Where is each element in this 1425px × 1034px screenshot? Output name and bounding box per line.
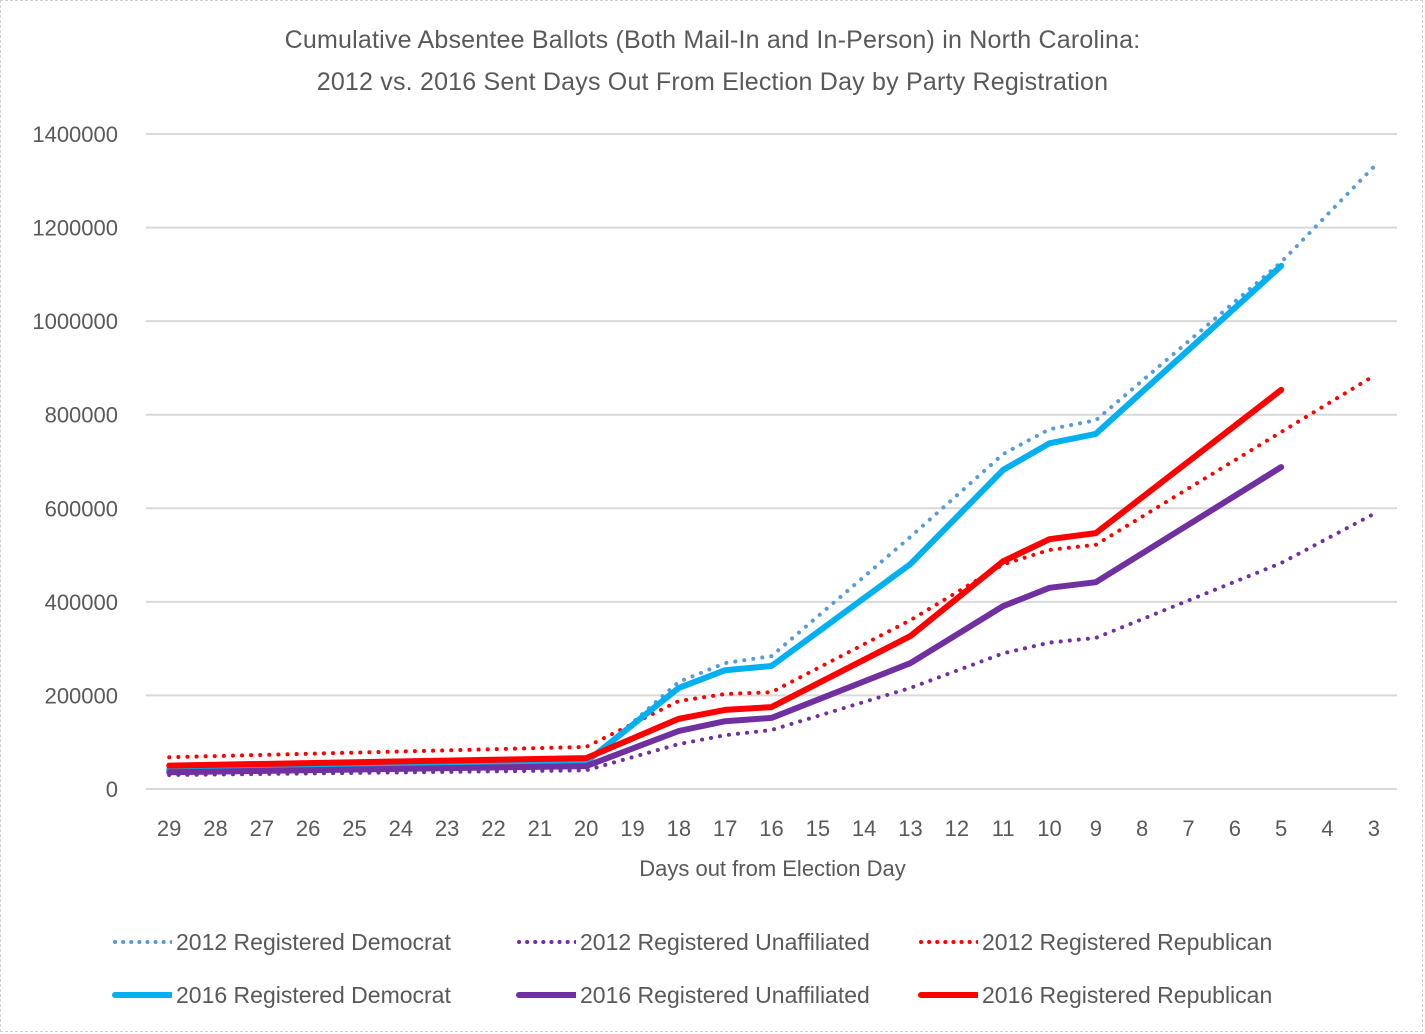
legend-label: 2016 Registered Democrat xyxy=(176,981,451,1008)
x-tick-label: 7 xyxy=(1182,816,1194,841)
x-tick-label: 17 xyxy=(713,816,737,841)
x-tick-label: 28 xyxy=(203,816,227,841)
legend-item-2012-republican[interactable]: 2012 Registered Republican xyxy=(918,925,1272,959)
series-line-2012-registered-unaffiliated xyxy=(167,511,1376,777)
x-tick-label: 4 xyxy=(1321,816,1333,841)
legend-label: 2016 Registered Unaffiliated xyxy=(580,981,870,1008)
legend-item-2016-republican[interactable]: 2016 Registered Republican xyxy=(918,978,1272,1012)
y-tick-label: 800000 xyxy=(45,403,118,428)
x-axis-title: Days out from Election Day xyxy=(639,856,906,881)
series-line-2016-registered-democrat xyxy=(166,262,1285,773)
series-line-2016-registered-republican xyxy=(166,386,1285,769)
x-tick-label: 16 xyxy=(759,816,783,841)
x-tick-label: 18 xyxy=(667,816,691,841)
y-tick-label: 1400000 xyxy=(32,122,118,147)
x-tick-label: 23 xyxy=(435,816,459,841)
x-tick-label: 19 xyxy=(620,816,644,841)
x-tick-label: 5 xyxy=(1275,816,1287,841)
legend-item-2012-unaffiliated[interactable]: 2012 Registered Unaffiliated xyxy=(516,925,870,959)
legend-item-2012-democrat[interactable]: 2012 Registered Democrat xyxy=(112,925,451,959)
series-lines xyxy=(166,164,1376,777)
chart-title: Cumulative Absentee Ballots (Both Mail-I… xyxy=(284,26,1141,54)
legend-label: 2012 Registered Democrat xyxy=(176,928,451,955)
x-tick-label: 22 xyxy=(481,816,505,841)
x-tick-label: 29 xyxy=(157,816,181,841)
x-tick-label: 11 xyxy=(992,816,1015,841)
x-tick-label: 15 xyxy=(806,816,830,841)
y-tick-label: 0 xyxy=(106,777,118,802)
x-tick-label: 27 xyxy=(250,816,274,841)
legend-swatch xyxy=(517,940,576,944)
legend-label: 2012 Registered Unaffiliated xyxy=(580,928,870,955)
x-tick-label: 26 xyxy=(296,816,320,841)
x-tick-label: 8 xyxy=(1136,816,1148,841)
gridlines xyxy=(146,133,1397,790)
y-tick-label: 600000 xyxy=(45,496,118,521)
x-tick-label: 10 xyxy=(1037,816,1061,841)
x-tick-label: 6 xyxy=(1229,816,1241,841)
legend-item-2016-democrat[interactable]: 2016 Registered Democrat xyxy=(112,978,451,1012)
y-tick-label: 1000000 xyxy=(32,309,118,334)
x-tick-label: 25 xyxy=(342,816,366,841)
legend-swatch xyxy=(918,992,978,998)
x-tick-label: 24 xyxy=(389,816,413,841)
chart-subtitle: 2012 vs. 2016 Sent Days Out From Electio… xyxy=(316,68,1109,96)
legend-swatch xyxy=(919,940,978,944)
y-axis-ticks: 0 200000 400000 600000 800000 1000000 1200000 1… xyxy=(32,122,118,802)
y-tick-label: 1200000 xyxy=(32,216,118,241)
legend-swatch xyxy=(113,940,172,944)
x-tick-label: 13 xyxy=(898,816,922,841)
x-tick-label: 3 xyxy=(1368,816,1380,841)
x-axis-ticks: 29 28 27 26 25 24 23 22 21 20 19 18 17 16 15 14 13 12 11 10… xyxy=(157,816,1380,841)
y-tick-label: 400000 xyxy=(45,590,118,615)
series-line-2016-registered-unaffiliated xyxy=(166,464,1285,776)
x-tick-label: 21 xyxy=(528,816,552,841)
legend-swatch xyxy=(516,992,576,998)
legend-label: 2012 Registered Republican xyxy=(982,928,1273,955)
series-line-2012-registered-democrat xyxy=(167,164,1376,774)
x-tick-label: 9 xyxy=(1090,816,1102,841)
legend-swatch xyxy=(112,992,172,998)
series-line-2012-registered-republican xyxy=(167,373,1376,760)
legend-item-2016-unaffiliated[interactable]: 2016 Registered Unaffiliated xyxy=(516,978,870,1012)
legend-label: 2016 Registered Republican xyxy=(982,981,1273,1008)
x-tick-label: 14 xyxy=(852,816,876,841)
y-tick-label: 200000 xyxy=(45,683,118,708)
x-tick-label: 20 xyxy=(574,816,598,841)
x-tick-label: 12 xyxy=(945,816,969,841)
